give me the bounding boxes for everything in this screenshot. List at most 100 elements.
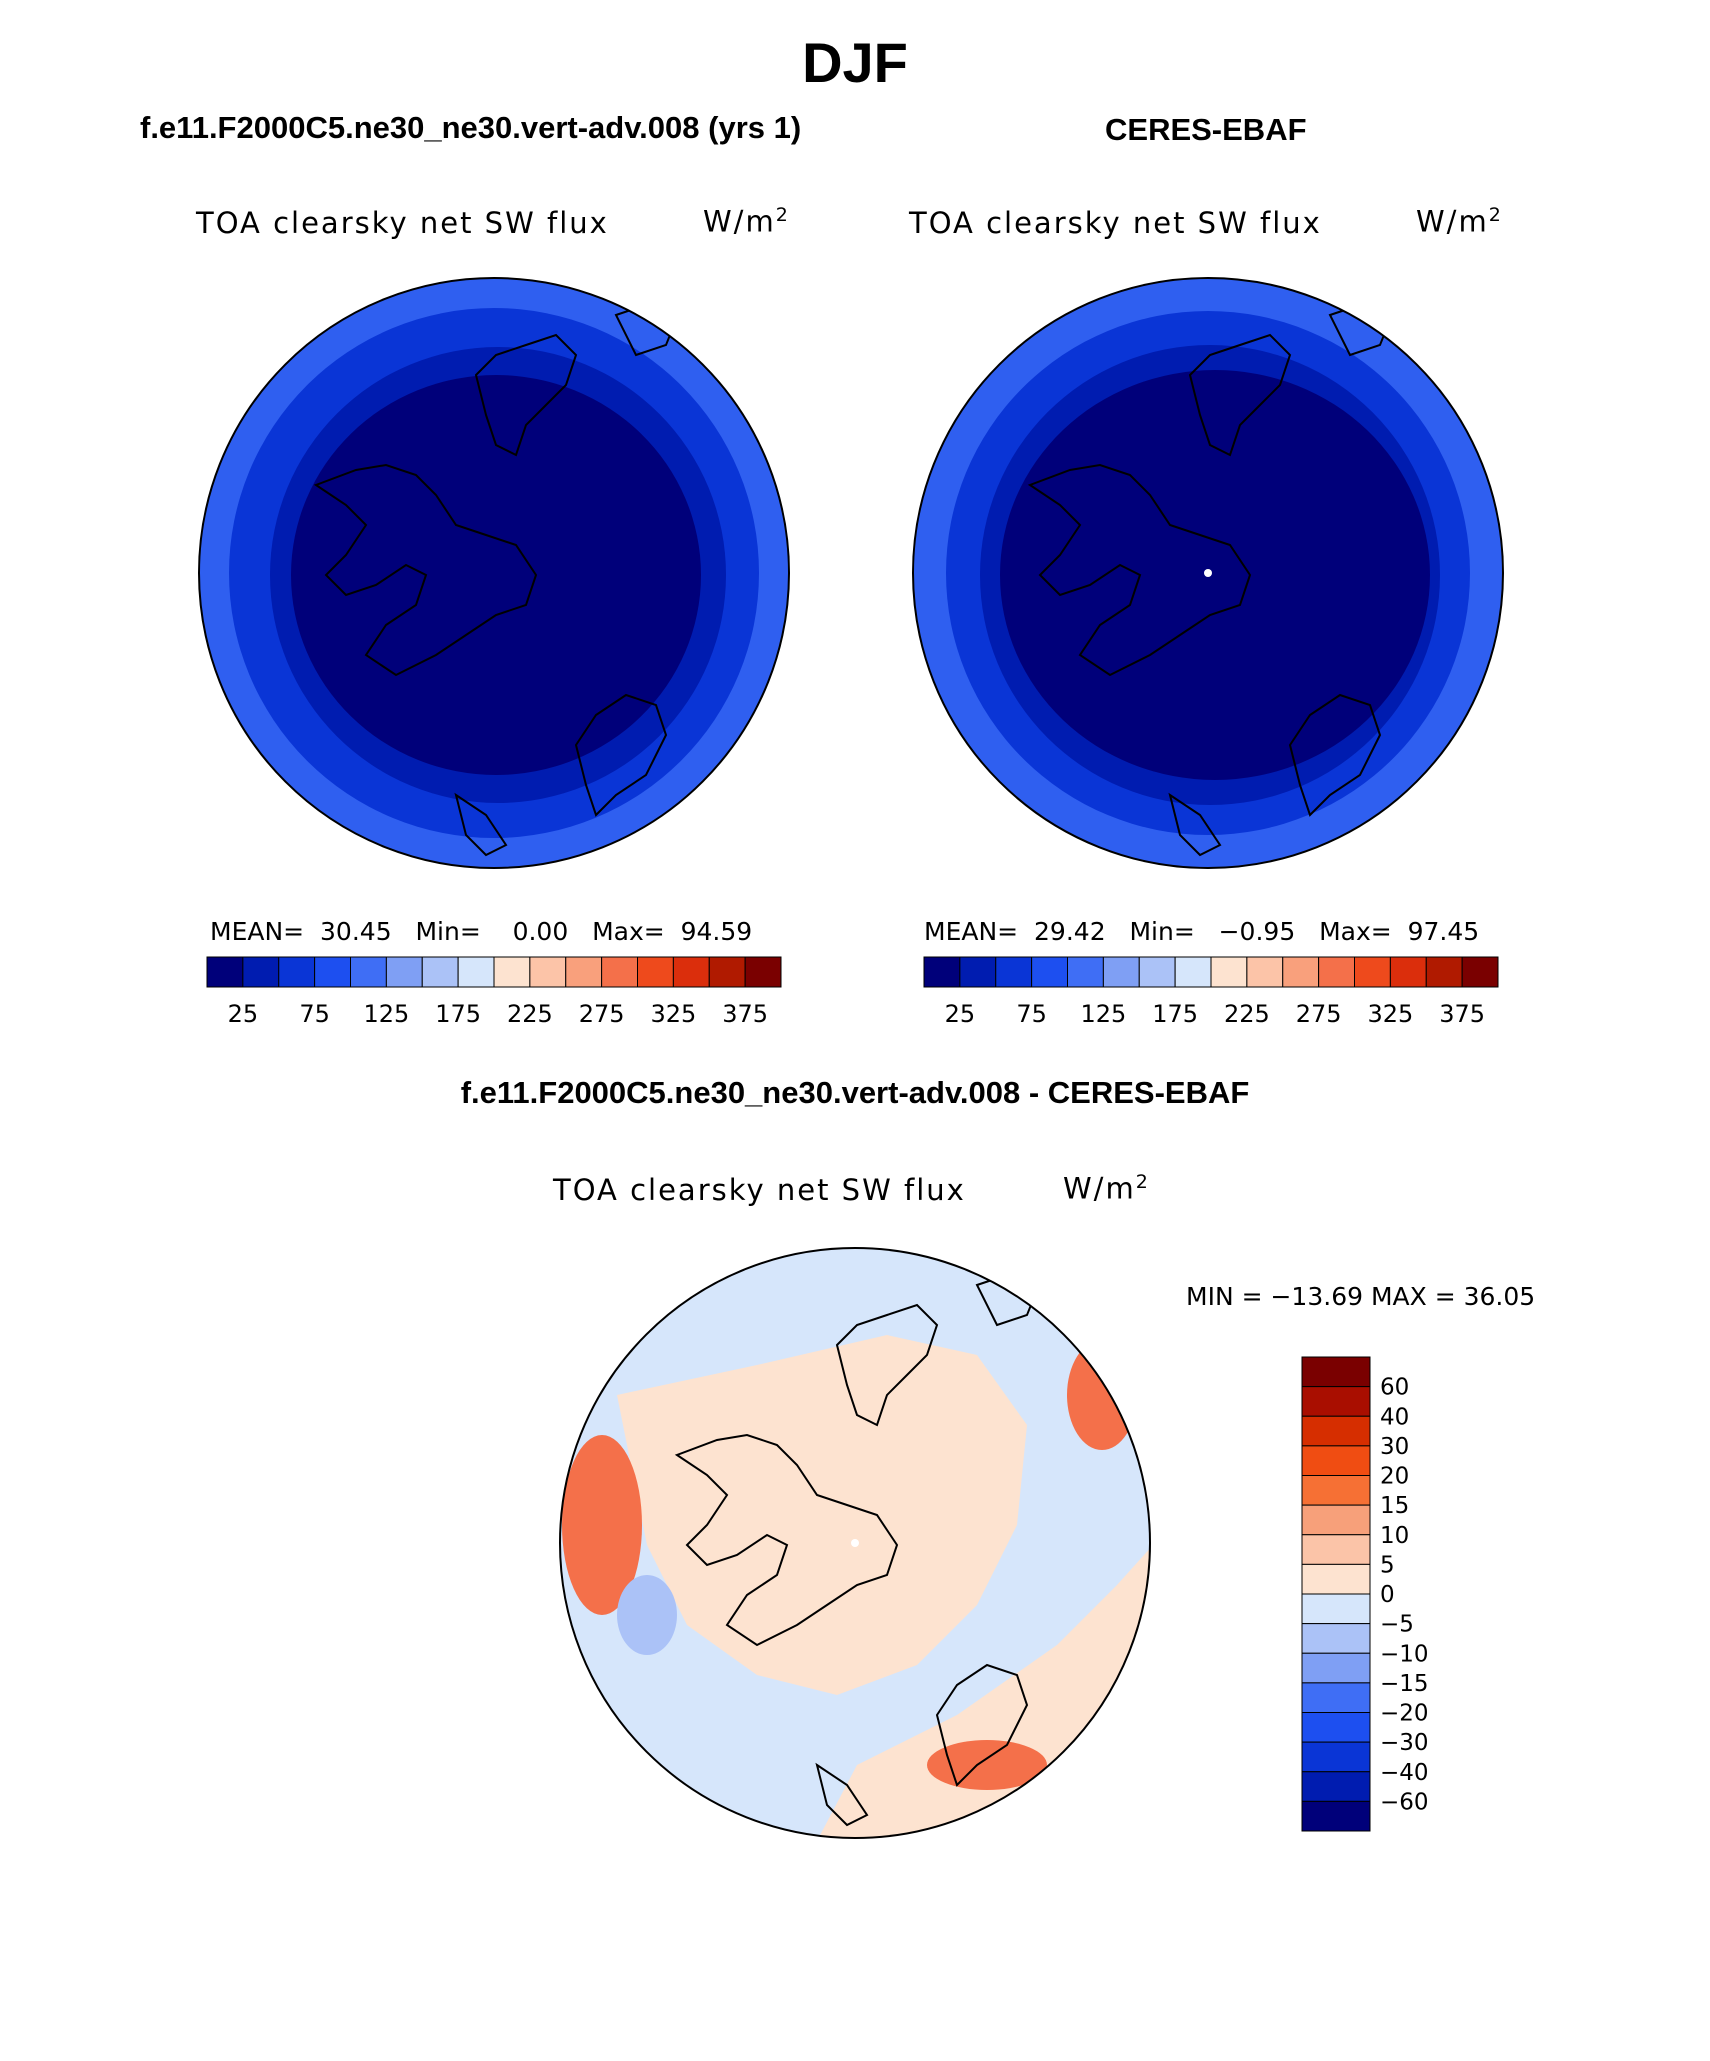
map-boundary: [912, 277, 1504, 869]
colorbar-swatch: [314, 956, 351, 988]
colorbar-tick-label: 0: [1380, 1582, 1395, 1608]
warm-anomaly-south: [927, 1740, 1047, 1790]
colorbar-tick-label: 25: [945, 1000, 976, 1028]
right-unit-base: W/m: [1416, 204, 1489, 239]
colorbar-swatch: [1138, 956, 1176, 988]
colorbar-tick-label: −60: [1380, 1789, 1429, 1815]
left-mean-label: MEAN=: [210, 917, 305, 946]
colorbar-swatch: [1301, 1563, 1371, 1595]
colorbar-swatch: [1425, 956, 1463, 988]
diff-unit-exponent: 2: [1135, 1171, 1150, 1193]
colorbar-swatch: [1301, 1386, 1371, 1417]
colorbar-swatch: [529, 956, 567, 988]
colorbar-swatch: [1301, 1712, 1371, 1743]
colorbar-swatch: [1301, 1652, 1371, 1684]
warm-neutral-region: [617, 1335, 1027, 1695]
colorbar-swatch: [744, 956, 782, 988]
colorbar-swatch: [1301, 1445, 1371, 1476]
colorbar-swatch: [1102, 956, 1140, 988]
left-mean-value: 30.45: [320, 917, 392, 946]
colorbar-swatch: [959, 956, 997, 988]
right-unit-exponent: 2: [1488, 204, 1503, 226]
core-region: [1000, 370, 1430, 780]
colorbar-tick-label: 275: [1296, 1000, 1342, 1028]
colorbar-swatch: [637, 956, 674, 988]
colorbar-swatch: [350, 956, 387, 988]
diff-map-unit: W/m2: [1063, 1171, 1150, 1206]
colorbar-swatch: [242, 956, 280, 988]
colorbar-swatch: [1301, 1771, 1371, 1802]
right-stats-line: MEAN= 29.42 Min= −0.95 Max= 97.45: [924, 917, 1479, 946]
colorbar-tick-label: 225: [507, 1000, 553, 1028]
colorbar-swatch: [493, 956, 531, 988]
warm-anomaly-east: [1067, 1340, 1137, 1450]
left-map-unit: W/m2: [703, 204, 790, 239]
map-boundary: [559, 1247, 1151, 1839]
colorbar-tick-label: 75: [1016, 1000, 1047, 1028]
colorbar-swatch: [1174, 956, 1212, 988]
diff-map-variable-title: TOA clearsky net SW flux: [553, 1173, 966, 1207]
diff-min-max: MIN = −13.69 MAX = 36.05: [1186, 1282, 1536, 1311]
colorbar-swatch: [278, 956, 316, 988]
colorbar-tick-label: −40: [1380, 1760, 1429, 1786]
right-mean-label: MEAN=: [924, 917, 1019, 946]
right-max-value: 97.45: [1407, 917, 1480, 946]
colorbar-swatch: [708, 956, 746, 988]
colorbar-swatch: [206, 956, 244, 988]
colorbar-swatch: [565, 956, 603, 988]
colorbar-swatch: [1301, 1682, 1371, 1713]
colorbar-swatch: [1282, 956, 1320, 988]
colorbar-swatch: [672, 956, 710, 988]
colorbar-tick-label: 325: [650, 1000, 696, 1028]
colorbar-swatch: [1461, 956, 1499, 988]
colorbar-swatch: [1031, 956, 1068, 988]
colorbar-tick-label: 225: [1224, 1000, 1270, 1028]
colorbar-tick-label: 10: [1380, 1523, 1409, 1549]
colorbar-tick-label: 275: [579, 1000, 625, 1028]
colorbar-swatch: [1301, 1475, 1371, 1506]
colorbar-swatch: [1301, 1356, 1371, 1388]
right-map-unit: W/m2: [1416, 204, 1503, 239]
colorbar-swatch: [1301, 1504, 1371, 1536]
left-min-label: Min=: [415, 917, 481, 946]
colorbar-tick-label: −30: [1380, 1730, 1429, 1756]
difference-title: f.e11.F2000C5.ne30_ne30.vert-adv.008 - C…: [460, 1075, 1250, 1110]
colorbar-tick-label: 60: [1380, 1375, 1409, 1401]
pole-marker: [1204, 569, 1212, 577]
colorbar-swatch: [1354, 956, 1391, 988]
colorbar-tick-label: −20: [1380, 1701, 1429, 1727]
left-stats-line: MEAN= 30.45 Min= 0.00 Max= 94.59: [210, 917, 752, 946]
left-max-label: Max=: [592, 917, 665, 946]
left-unit-exponent: 2: [775, 204, 790, 226]
colorbar-swatch: [923, 956, 961, 988]
right-max-label: Max=: [1319, 917, 1392, 946]
colorbar-swatch: [1301, 1800, 1371, 1832]
colorbar-tick-label: −10: [1380, 1641, 1429, 1667]
colorbar-swatch: [1210, 956, 1248, 988]
colorbar-tick-label: 15: [1380, 1493, 1409, 1519]
colorbar-swatch: [457, 956, 495, 988]
model-case-title: f.e11.F2000C5.ne30_ne30.vert-adv.008 (yr…: [140, 110, 802, 145]
diff-unit-base: W/m: [1063, 1171, 1136, 1206]
colorbar-swatch: [1301, 1415, 1371, 1447]
colorbar-swatch: [1301, 1741, 1371, 1773]
colorbar-swatch: [601, 956, 638, 988]
coastlines: [1027, 303, 1392, 857]
right-map-variable-title: TOA clearsky net SW flux: [909, 206, 1322, 240]
warm-anomaly-west: [562, 1435, 642, 1615]
observation-title: CERES-EBAF: [1105, 112, 1307, 147]
core-region: [291, 375, 701, 775]
colorbar-tick-label: 375: [722, 1000, 768, 1028]
right-min-label: Min=: [1129, 917, 1195, 946]
map-boundary: [198, 277, 790, 869]
left-unit-base: W/m: [703, 204, 776, 239]
colorbar-swatch: [995, 956, 1033, 988]
colorbar-tick-label: 75: [299, 1000, 330, 1028]
colorbar-swatch: [1067, 956, 1104, 988]
colorbar-tick-label: 40: [1380, 1404, 1409, 1430]
colorbar-tick-label: 325: [1367, 1000, 1413, 1028]
difference-polar-map: [559, 1247, 1151, 1839]
pole-marker: [851, 1539, 859, 1547]
colorbar-swatch: [1301, 1623, 1371, 1654]
colorbar-tick-label: 30: [1380, 1434, 1409, 1460]
